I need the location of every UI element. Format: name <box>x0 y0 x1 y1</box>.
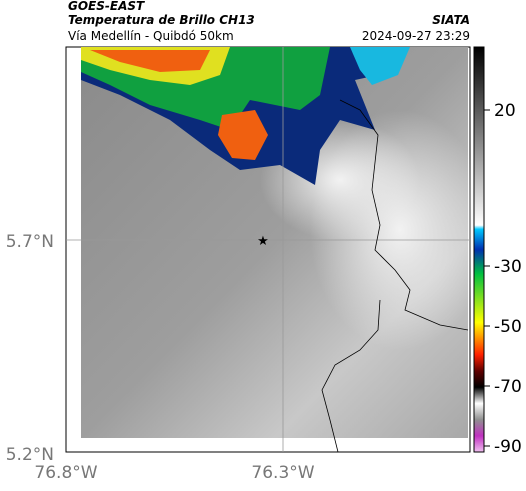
colorbar-label: -70 <box>494 377 522 397</box>
colorbar-label: -30 <box>494 257 522 277</box>
lon-label: 76.8°W <box>34 463 97 483</box>
colorbar <box>473 46 485 453</box>
map: ★ <box>65 46 490 453</box>
org: SIATA <box>432 13 470 27</box>
route: Vía Medellín - Quibdó 50km <box>68 29 234 43</box>
timestamp: 2024-09-27 23:29 <box>362 29 470 43</box>
source: GOES-EAST <box>68 0 145 13</box>
city-marker: ★ <box>257 234 269 249</box>
lat-label: 5.7°N <box>6 232 54 252</box>
lat-label: 5.2°N <box>6 445 54 465</box>
colorbar-label: 20 <box>494 101 516 121</box>
colorbar-label: -90 <box>494 437 522 457</box>
lon-label: 76.3°W <box>251 463 314 483</box>
colorbar-label: -50 <box>494 317 522 337</box>
title: Temperatura de Brillo CH13 <box>68 13 255 27</box>
